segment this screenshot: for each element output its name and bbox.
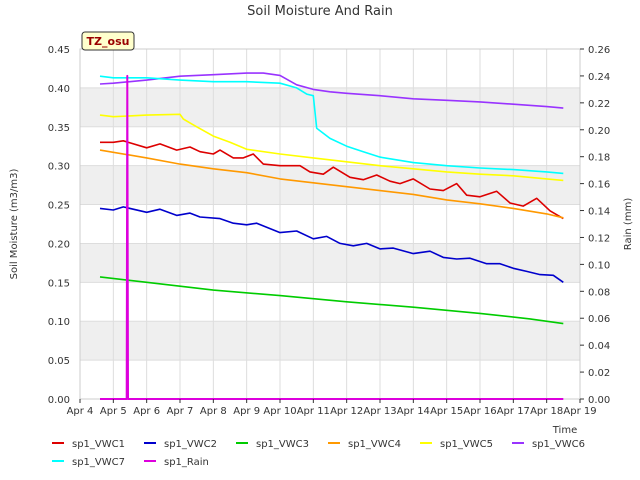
y-tick-label: 0.05 (48, 356, 70, 367)
legend-label: sp1_VWC7 (72, 457, 125, 468)
y2-tick-label: 0.02 (588, 368, 610, 379)
chart-title: Soil Moisture And Rain (247, 4, 393, 19)
series-line-sp1-vwc5 (99, 113, 564, 182)
y-tick-label: 0.15 (48, 278, 70, 289)
background-band (80, 321, 580, 361)
x-tick-label: Apr 4 (67, 406, 94, 417)
legend-label: sp1_VWC3 (256, 439, 309, 450)
y-tick-label: 0.30 (48, 162, 70, 173)
y2-tick-label: 0.06 (588, 314, 610, 325)
y2-tick-label: 0.08 (588, 287, 610, 298)
y-tick-label: 0.45 (48, 45, 70, 56)
x-axis-ticks: Apr 4 Apr 5 Apr 6 Apr 7 Apr 8 Apr 9 Apr 10 Apr … (67, 399, 597, 417)
legend-label: sp1_VWC2 (164, 439, 217, 450)
x-tick-label: Apr 12 (330, 406, 363, 417)
y2-tick-label: 0.12 (588, 233, 610, 244)
station-badge: TZ_osu (81, 31, 135, 51)
x-tick-label: Apr 9 (233, 406, 260, 417)
x-tick-label: Apr 17 (497, 406, 530, 417)
y-tick-label: 0.20 (48, 239, 70, 250)
background-band (80, 243, 580, 283)
y2-tick-label: 0.24 (588, 72, 610, 83)
series-line-sp1-vwc6 (99, 72, 564, 109)
y-tick-label: 0.40 (48, 84, 70, 95)
y2-tick-label: 0.00 (588, 395, 610, 406)
background-band (80, 87, 580, 127)
y-tick-label: 0.25 (48, 201, 70, 212)
background-bands (80, 87, 580, 361)
y2-tick-label: 0.18 (588, 153, 610, 164)
y2-tick-label: 0.16 (588, 180, 610, 191)
y-tick-label: 0.00 (48, 395, 70, 406)
y2-tick-label: 0.26 (588, 45, 610, 56)
series-line-sp1-vwc1 (100, 140, 564, 220)
series-line-sp1-vwc2 (99, 206, 564, 283)
x-tick-label: Apr 5 (100, 406, 127, 417)
x-tick-label: Apr 8 (200, 406, 227, 417)
y-axis-ticks: 0.00 0.05 0.10 0.15 0.20 0.25 0.30 0.35 0.40 0.45 (48, 45, 70, 406)
y2-axis-label: Rain (mm) (623, 198, 634, 251)
y2-tick-label: 0.10 (588, 260, 610, 271)
legend-label: sp1_VWC4 (348, 439, 401, 450)
y2-axis-ticks: 0.00 0.02 0.04 0.06 0.08 0.10 0.12 0.14 0.16 0.18… (580, 45, 610, 406)
x-tick-label: Apr 19 (563, 406, 596, 417)
y-tick-label: 0.10 (48, 317, 70, 328)
y-axis-label: Soil Moisture (m3/m3) (9, 169, 20, 280)
y2-tick-label: 0.20 (588, 126, 610, 137)
x-tick-label: Apr 15 (430, 406, 463, 417)
y-tick-label: 0.35 (48, 123, 70, 134)
x-tick-label: Apr 18 (530, 406, 563, 417)
x-tick-label: Apr 10 (263, 406, 296, 417)
series-lines (99, 72, 564, 400)
x-tick-label: Apr 13 (363, 406, 396, 417)
legend-label: sp1_VWC5 (440, 439, 493, 450)
y2-tick-label: 0.04 (588, 341, 610, 352)
x-tick-label: Apr 16 (463, 406, 496, 417)
legend-label: sp1_Rain (164, 457, 209, 468)
station-badge-box (81, 31, 135, 51)
x-axis-label: Time (552, 425, 577, 436)
series-line-sp1-rain (100, 74, 564, 400)
y2-tick-label: 0.22 (588, 99, 610, 110)
x-tick-label: Apr 6 (133, 406, 160, 417)
x-tick-label: Apr 7 (167, 406, 194, 417)
legend: sp1_VWC1 sp1_VWC2 sp1_VWC3 sp1_VWC4 sp1_VWC5… (52, 439, 585, 468)
series-line-sp1-vwc4 (99, 149, 564, 219)
x-tick-label: Apr 14 (397, 406, 430, 417)
y2-tick-label: 0.14 (588, 207, 610, 218)
station-badge-text: TZ_osu (87, 35, 130, 48)
series-line-sp1-vwc7 (99, 75, 564, 175)
legend-label: sp1_VWC6 (532, 439, 585, 450)
legend-label: sp1_VWC1 (72, 439, 125, 450)
series-line-sp1-vwc3 (99, 276, 564, 325)
x-tick-label: Apr 11 (297, 406, 330, 417)
